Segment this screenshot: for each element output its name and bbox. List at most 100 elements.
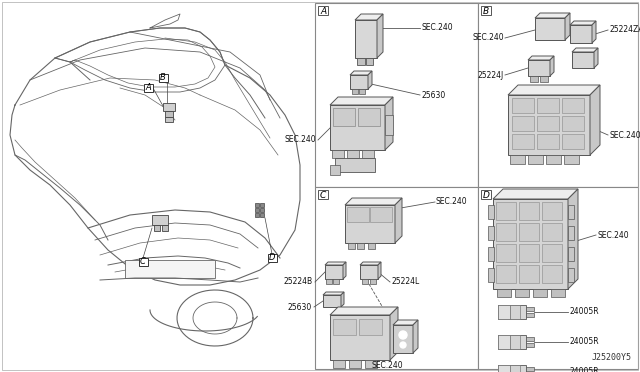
Polygon shape: [355, 14, 383, 20]
Bar: [268, 254, 276, 262]
Text: B: B: [160, 74, 166, 83]
Text: SEC.240: SEC.240: [436, 198, 468, 206]
Polygon shape: [393, 320, 418, 325]
Bar: [163, 103, 175, 111]
Bar: [512, 98, 534, 113]
Bar: [255, 203, 259, 207]
Text: 25224J: 25224J: [477, 71, 504, 80]
Bar: [537, 116, 559, 131]
Bar: [542, 223, 562, 241]
Text: SEC.240: SEC.240: [472, 33, 504, 42]
Bar: [323, 295, 341, 307]
Circle shape: [399, 331, 407, 339]
Bar: [154, 225, 160, 231]
Bar: [385, 115, 393, 135]
Polygon shape: [325, 262, 346, 265]
Bar: [318, 6, 328, 15]
Bar: [537, 98, 559, 113]
Bar: [542, 265, 562, 283]
Bar: [526, 307, 534, 311]
Bar: [478, 3, 638, 187]
Bar: [138, 258, 147, 266]
Text: A: A: [320, 7, 326, 16]
Text: J25200Y5: J25200Y5: [592, 353, 632, 362]
Bar: [362, 150, 374, 158]
Bar: [162, 225, 168, 231]
Bar: [370, 207, 392, 222]
Bar: [355, 20, 377, 58]
Bar: [255, 208, 259, 212]
Polygon shape: [590, 85, 600, 155]
Bar: [533, 289, 547, 297]
Bar: [519, 223, 539, 241]
Bar: [512, 134, 534, 149]
Text: D: D: [483, 191, 490, 200]
Bar: [350, 75, 368, 89]
Bar: [530, 76, 538, 82]
Text: SEC.240: SEC.240: [597, 231, 628, 240]
Bar: [143, 84, 152, 92]
Bar: [488, 226, 494, 240]
Text: SEC.240: SEC.240: [421, 23, 452, 32]
Text: D: D: [269, 253, 275, 263]
Bar: [519, 202, 539, 220]
Polygon shape: [550, 56, 554, 76]
Bar: [498, 335, 526, 349]
Bar: [481, 190, 491, 199]
Bar: [368, 243, 375, 249]
Polygon shape: [323, 292, 344, 295]
Polygon shape: [330, 307, 398, 315]
Bar: [515, 289, 529, 297]
Bar: [496, 265, 516, 283]
Bar: [366, 58, 373, 65]
Bar: [551, 289, 565, 297]
Bar: [570, 25, 592, 43]
Bar: [510, 365, 520, 372]
Bar: [526, 367, 534, 371]
Polygon shape: [341, 292, 344, 307]
Bar: [510, 335, 520, 349]
Bar: [498, 335, 510, 349]
Bar: [165, 111, 173, 117]
Bar: [347, 207, 369, 222]
Bar: [255, 213, 259, 217]
Bar: [360, 265, 378, 279]
Bar: [481, 6, 491, 15]
Polygon shape: [345, 198, 402, 205]
Bar: [562, 134, 584, 149]
Bar: [357, 243, 364, 249]
Bar: [568, 205, 574, 219]
Bar: [152, 215, 168, 225]
Bar: [260, 203, 264, 207]
Text: A: A: [145, 83, 151, 93]
Bar: [488, 247, 494, 261]
Bar: [393, 325, 413, 353]
Text: 24005R: 24005R: [569, 337, 598, 346]
Text: 25224L: 25224L: [391, 278, 419, 286]
Bar: [359, 89, 365, 94]
Bar: [568, 226, 574, 240]
Polygon shape: [377, 14, 383, 58]
Bar: [370, 279, 376, 284]
Bar: [542, 202, 562, 220]
Bar: [315, 187, 478, 369]
Bar: [260, 208, 264, 212]
Polygon shape: [528, 56, 554, 60]
Text: 25224ZA: 25224ZA: [609, 26, 640, 35]
Bar: [315, 3, 478, 187]
Bar: [498, 365, 510, 372]
Polygon shape: [493, 189, 578, 199]
Bar: [537, 134, 559, 149]
Bar: [497, 289, 511, 297]
Bar: [526, 337, 534, 341]
Text: 24005R: 24005R: [569, 308, 598, 317]
Bar: [333, 319, 356, 335]
Bar: [335, 158, 375, 172]
Bar: [325, 265, 343, 279]
Polygon shape: [330, 97, 393, 105]
Text: C: C: [140, 257, 146, 266]
Bar: [332, 150, 344, 158]
Polygon shape: [565, 13, 570, 40]
Bar: [519, 265, 539, 283]
Bar: [528, 155, 543, 164]
